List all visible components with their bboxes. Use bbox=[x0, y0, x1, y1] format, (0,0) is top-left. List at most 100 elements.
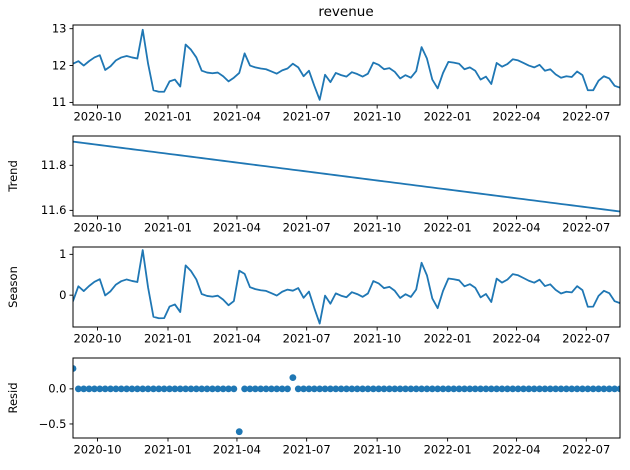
resid-point bbox=[514, 385, 522, 393]
resid-point bbox=[294, 385, 302, 393]
resid-point bbox=[616, 385, 620, 393]
x-tick-label: 2022-04 bbox=[493, 110, 541, 124]
resid-point bbox=[182, 385, 190, 393]
resid-point bbox=[348, 385, 356, 393]
y-tick-label: 1 bbox=[59, 247, 66, 261]
resid-point bbox=[509, 385, 517, 393]
resid-point bbox=[498, 385, 506, 393]
x-tick-label: 2020-10 bbox=[73, 221, 121, 235]
x-tick-label: 2021-01 bbox=[144, 110, 192, 124]
resid-point bbox=[235, 428, 243, 436]
y-tick-label: 11 bbox=[52, 95, 67, 109]
resid-point bbox=[310, 385, 318, 393]
y-axis-observed: 11 12 13 bbox=[52, 21, 73, 109]
resid-point bbox=[289, 374, 297, 382]
y-tick-label: 11.6 bbox=[41, 203, 67, 217]
resid-point bbox=[461, 385, 468, 393]
resid-point bbox=[482, 385, 490, 393]
x-tick-label: 2022-04 bbox=[493, 443, 541, 457]
resid-point bbox=[364, 385, 372, 393]
x-tick-label: 2022-01 bbox=[424, 110, 472, 124]
x-tick-label: 2021-10 bbox=[353, 332, 401, 346]
y-tick-label: 11.8 bbox=[41, 158, 67, 172]
resid-point bbox=[450, 385, 458, 393]
seasonal-series bbox=[73, 249, 620, 325]
x-tick-label: 2021-04 bbox=[213, 221, 261, 235]
resid-point bbox=[241, 385, 249, 393]
resid-point bbox=[589, 385, 597, 393]
resid-point bbox=[520, 385, 527, 393]
resid-point bbox=[407, 385, 415, 393]
x-tick-label: 2022-04 bbox=[493, 221, 541, 235]
x-axis-trend: 2020-10 2021-01 2021-04 2021-07 2021-10 2022-… bbox=[73, 216, 610, 235]
resid-point bbox=[466, 385, 474, 393]
resid-point bbox=[557, 385, 565, 393]
x-tick-label: 2022-07 bbox=[562, 221, 610, 235]
resid-point bbox=[268, 385, 275, 393]
resid-point bbox=[487, 385, 495, 393]
resid-point bbox=[80, 385, 88, 393]
resid-point bbox=[262, 385, 270, 393]
y-tick-label: 13 bbox=[52, 21, 67, 35]
resid-point bbox=[525, 385, 533, 393]
x-tick-label: 2022-07 bbox=[562, 110, 610, 124]
x-tick-label: 2022-07 bbox=[562, 332, 610, 346]
resid-point bbox=[117, 385, 125, 393]
x-tick-label: 2021-07 bbox=[283, 221, 331, 235]
x-axis-observed: 2020-10 2021-01 2021-04 2021-07 2021-10 2022-… bbox=[73, 105, 610, 124]
y-tick-label: 12 bbox=[52, 58, 67, 72]
resid-point bbox=[219, 385, 227, 393]
resid-point bbox=[300, 385, 307, 393]
resid-point bbox=[391, 385, 399, 393]
x-tick-label: 2022-07 bbox=[562, 443, 610, 457]
x-tick-label: 2021-04 bbox=[213, 443, 261, 457]
resid-point bbox=[418, 385, 425, 393]
x-tick-label: 2022-04 bbox=[493, 332, 541, 346]
resid-point bbox=[166, 385, 173, 393]
trend-series bbox=[73, 140, 620, 213]
resid-point bbox=[230, 385, 238, 393]
resid-point bbox=[96, 385, 104, 393]
resid-point bbox=[209, 385, 216, 393]
resid-point bbox=[412, 385, 420, 393]
resid-point bbox=[176, 385, 184, 393]
resid-point bbox=[536, 385, 543, 393]
resid-point bbox=[375, 385, 383, 393]
resid-point bbox=[369, 385, 377, 393]
x-tick-label: 2021-04 bbox=[213, 110, 261, 124]
x-tick-label: 2022-01 bbox=[424, 221, 472, 235]
x-tick-label: 2021-10 bbox=[353, 110, 401, 124]
resid-point bbox=[584, 385, 592, 393]
resid-point bbox=[327, 385, 334, 393]
y-axis-trend: 11.6 11.8 bbox=[41, 158, 73, 217]
panel-spines bbox=[72, 135, 621, 217]
resid-point bbox=[402, 385, 409, 393]
resid-point bbox=[150, 385, 157, 393]
resid-point bbox=[605, 385, 613, 393]
resid-point bbox=[246, 385, 254, 393]
resid-point bbox=[353, 385, 361, 393]
x-axis-seasonal: 2020-10 2021-01 2021-04 2021-07 2021-10 2022-… bbox=[73, 327, 610, 346]
resid-point bbox=[611, 385, 619, 393]
resid-point bbox=[321, 385, 329, 393]
resid-point bbox=[251, 385, 259, 393]
panel-spines bbox=[72, 357, 621, 439]
resid-point bbox=[225, 385, 232, 393]
y-tick-label: −0.5 bbox=[39, 417, 67, 431]
plot-root: 11 12 13 2020-10 2021-01 2021-04 2021-07 2021-1… bbox=[39, 21, 621, 457]
resid-point bbox=[359, 385, 366, 393]
resid-point bbox=[73, 365, 77, 372]
x-tick-label: 2021-10 bbox=[353, 221, 401, 235]
observed-line bbox=[73, 28, 620, 101]
resid-point bbox=[101, 385, 109, 393]
resid-point bbox=[305, 385, 313, 393]
resid-point bbox=[316, 385, 324, 393]
resid-point bbox=[139, 385, 147, 393]
panel-trend: 11.6 11.8 2020-10 2021-01 2021-04 2021-07 2021… bbox=[41, 135, 621, 235]
resid-point bbox=[380, 385, 388, 393]
panel-observed: 11 12 13 2020-10 2021-01 2021-04 2021-07 2021-1… bbox=[52, 21, 621, 124]
resid-point bbox=[423, 385, 431, 393]
panel-spines bbox=[72, 24, 621, 106]
